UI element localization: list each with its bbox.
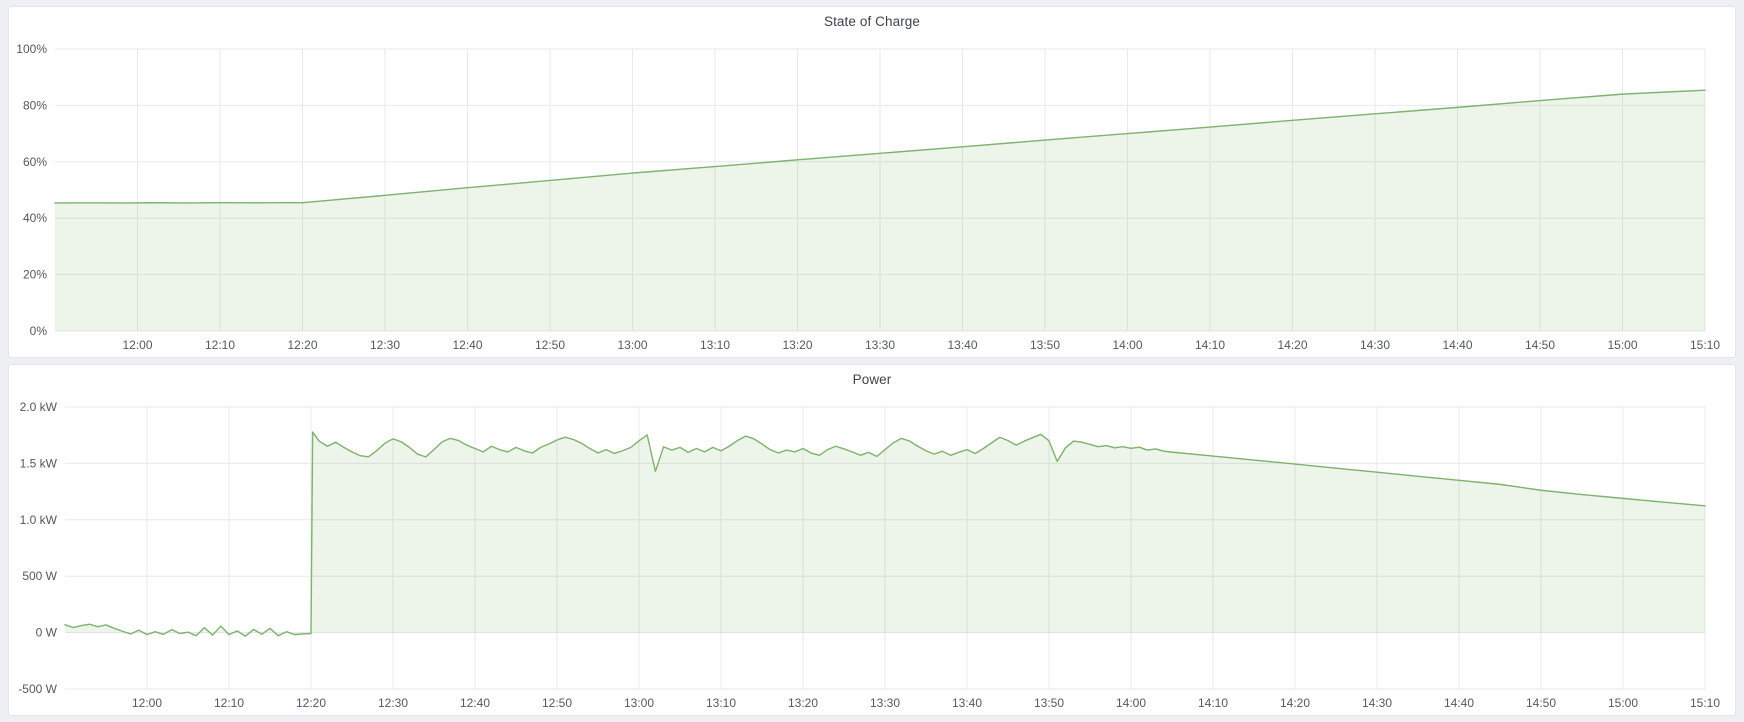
- power-chart[interactable]: -500 W 0 W 500 W 1.0 kW 1.5 kW 2.0 kW 12:00 12:…: [9, 395, 1735, 715]
- y-tick-label: 60%: [23, 155, 47, 169]
- y-tick-label: -500 W: [18, 682, 57, 696]
- x-tick-label: 13:00: [617, 338, 647, 352]
- x-tick-label: 12:40: [452, 338, 482, 352]
- x-tick-label: 15:00: [1607, 338, 1637, 352]
- x-tick-label: 12:10: [205, 338, 235, 352]
- x-tick-label: 13:40: [952, 696, 982, 710]
- x-tick-label: 13:20: [788, 696, 818, 710]
- x-tick-label: 13:30: [870, 696, 900, 710]
- y-tick-label: 2.0 kW: [20, 400, 58, 414]
- x-tick-label: 14:10: [1195, 338, 1225, 352]
- x-tick-label: 14:30: [1360, 338, 1390, 352]
- series-area-fill: [65, 432, 1705, 637]
- y-tick-label: 100%: [16, 42, 47, 56]
- x-tick-label: 12:30: [378, 696, 408, 710]
- x-tick-label: 14:00: [1112, 338, 1142, 352]
- x-tick-label: 13:30: [865, 338, 895, 352]
- state-of-charge-chart[interactable]: 0% 20% 40% 60% 80% 100% 12:00 12:10 12:20 12:30 12…: [9, 37, 1735, 357]
- y-tick-label: 500 W: [22, 569, 57, 583]
- x-tick-label: 13:00: [624, 696, 654, 710]
- x-tick-label: 14:20: [1277, 338, 1307, 352]
- x-tick-label: 14:00: [1116, 696, 1146, 710]
- panel-state-of-charge: State of Charge 0% 20% 40% 60% 80% 100% 12:00 1…: [8, 6, 1736, 358]
- y-tick-label: 40%: [23, 211, 47, 225]
- x-tick-label: 12:10: [214, 696, 244, 710]
- y-tick-label: 0%: [30, 324, 48, 338]
- x-tick-label: 14:50: [1525, 338, 1555, 352]
- y-tick-label: 20%: [23, 268, 47, 282]
- x-tick-label: 14:20: [1280, 696, 1310, 710]
- x-tick-label: 12:30: [370, 338, 400, 352]
- y-tick-label: 0 W: [36, 626, 58, 640]
- x-tick-label: 12:50: [542, 696, 572, 710]
- x-tick-label: 15:10: [1690, 338, 1720, 352]
- x-tick-label: 15:10: [1690, 696, 1720, 710]
- x-tick-label: 13:50: [1034, 696, 1064, 710]
- x-tick-label: 13:40: [947, 338, 977, 352]
- x-tick-label: 14:30: [1362, 696, 1392, 710]
- series-line: [64, 431, 1706, 637]
- y-tick-label: 1.5 kW: [20, 456, 58, 470]
- panel-power: Power -500 W 0 W 500 W 1.0 kW 1.5 kW 2.0 kW 12…: [8, 364, 1736, 716]
- x-tick-label: 13:10: [700, 338, 730, 352]
- series-line: [54, 89, 1706, 204]
- x-tick-label: 13:50: [1030, 338, 1060, 352]
- x-tick-label: 12:00: [132, 696, 162, 710]
- panel-title-power[interactable]: Power: [852, 372, 892, 387]
- x-tick-label: 12:20: [287, 338, 317, 352]
- x-tick-label: 15:00: [1608, 696, 1638, 710]
- y-tick-label: 80%: [23, 98, 47, 112]
- x-tick-label: 12:40: [460, 696, 490, 710]
- x-tick-label: 13:10: [706, 696, 736, 710]
- y-tick-label: 1.0 kW: [20, 513, 58, 527]
- x-tick-label: 14:10: [1198, 696, 1228, 710]
- x-tick-label: 13:20: [782, 338, 812, 352]
- x-tick-label: 12:00: [122, 338, 152, 352]
- x-tick-label: 12:20: [296, 696, 326, 710]
- series-area-fill: [55, 90, 1705, 331]
- panel-title-state-of-charge[interactable]: State of Charge: [823, 14, 921, 29]
- x-tick-label: 14:40: [1442, 338, 1472, 352]
- x-tick-label: 12:50: [535, 338, 565, 352]
- x-tick-label: 14:40: [1444, 696, 1474, 710]
- x-tick-label: 14:50: [1526, 696, 1556, 710]
